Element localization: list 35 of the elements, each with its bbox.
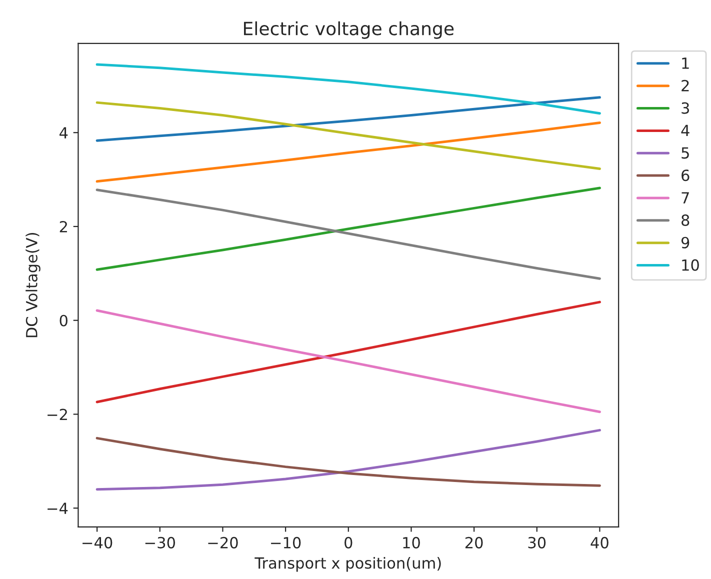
legend-label: 9: [681, 236, 690, 248]
x-tick-label: −20: [208, 536, 238, 548]
line-series: [96, 436, 601, 487]
legend-label: 1: [682, 58, 689, 69]
y-tick-label: 4: [60, 127, 68, 138]
x-tick-label: 40: [590, 536, 608, 548]
y-tick-label: 0: [60, 314, 68, 326]
x-axis-title: Transport x position(um): [254, 556, 441, 572]
line-series: [96, 101, 601, 170]
y-tick-label: 2: [60, 220, 67, 232]
line-series: [96, 122, 601, 183]
chart-title: Electric voltage change: [244, 21, 454, 39]
legend-label: 4: [681, 124, 690, 136]
x-tick-label: 30: [528, 536, 546, 548]
legend-label: 5: [682, 147, 689, 159]
legend-label: 7: [682, 192, 689, 204]
x-tick-label: 10: [403, 536, 420, 548]
line-series: [96, 300, 601, 404]
x-tick-label: −40: [82, 536, 112, 548]
legend-label: 3: [682, 102, 689, 114]
y-axis-title: DC Voltage(V): [26, 232, 40, 338]
x-tick-label: −10: [271, 536, 301, 548]
y-tick-label: −2: [48, 408, 67, 420]
x-tick-label: 20: [465, 536, 483, 548]
line-series: [96, 63, 601, 115]
x-tick-label: 0: [344, 536, 352, 548]
legend-label: 6: [682, 170, 690, 182]
line-series: [96, 96, 601, 142]
legend-label: 8: [682, 214, 690, 226]
y-tick-label: −4: [48, 502, 68, 514]
line-series: [96, 309, 601, 414]
legend-label: 2: [682, 80, 689, 92]
line-series: [96, 428, 601, 491]
x-tick-label: −30: [145, 536, 175, 548]
legend-label: 10: [682, 259, 699, 271]
